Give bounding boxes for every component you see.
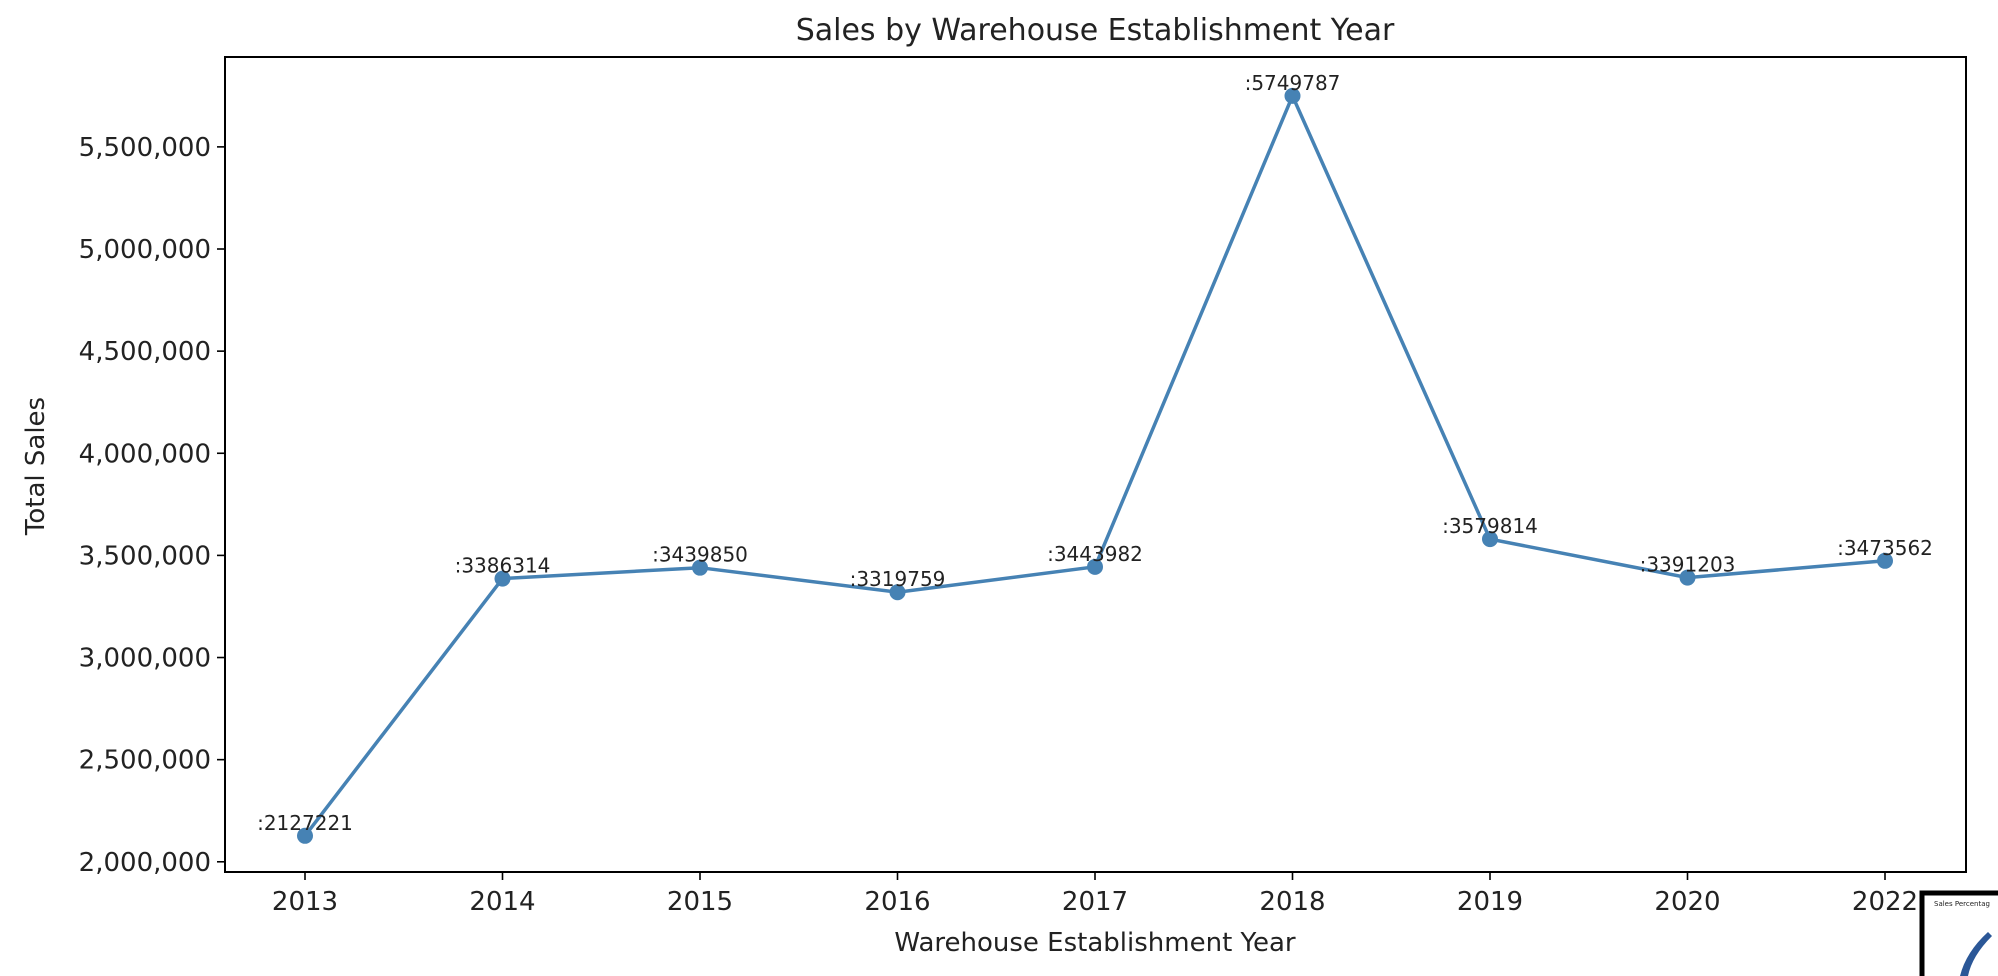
data-label: :3386314 [455,554,551,578]
x-tick-label: 2014 [469,887,535,917]
x-tick-label: 2015 [667,887,733,917]
data-point [1087,558,1103,575]
thumbnail-title: Sales Percentag [1934,900,1990,908]
y-tick-label: 3,000,000 [79,644,211,674]
x-tick-label: 2013 [272,887,338,917]
data-point [692,559,708,576]
plot-frame [224,56,1967,873]
x-tick-label: 2020 [1654,887,1720,917]
x-tick-label: 2022 [1852,887,1918,917]
data-point [1679,569,1696,586]
data-label: :3319759 [850,567,946,591]
y-axis-label: Total Sales [21,397,51,536]
data-point [1284,87,1301,104]
y-tick-label: 5,000,000 [79,235,211,265]
y-tick-label: 4,000,000 [79,439,211,469]
x-axis-label: Warehouse Establishment Year [894,928,1295,958]
y-tick-label: 3,500,000 [79,541,211,571]
data-label: :2127221 [257,811,353,835]
data-label: :3443982 [1047,542,1143,566]
data-label: :3473562 [1837,536,1933,560]
y-axis: 2,000,000 2,500,000 3,000,000 3,500,000 4,00… [79,133,225,878]
data-label: :3579814 [1442,514,1538,538]
x-tick-label: 2019 [1457,887,1523,917]
data-label: :5749787 [1245,71,1341,95]
data-point [1482,531,1498,548]
chart-title: Sales by Warehouse Establishment Year [796,13,1395,48]
y-tick-label: 2,500,000 [79,746,211,776]
overlay-thumbnail[interactable]: Sales Percentag [1919,890,1998,976]
thumbnail-chart-arc [1960,932,1992,976]
data-label: :3439850 [652,543,748,567]
y-tick-label: 2,000,000 [79,848,211,878]
data-point [297,827,313,844]
series-line [303,91,1886,837]
x-axis: 2013 2014 2015 2016 2017 2018 2019 2020 2022 [272,872,1918,917]
x-tick-label: 2018 [1259,887,1325,917]
data-point [494,570,511,587]
data-point [1877,552,1893,569]
data-labels: :2127221 :3386314 :3439850 :3319759 :3443982… [257,71,1933,835]
data-points [297,87,1893,844]
x-tick-label: 2016 [864,887,930,917]
y-tick-label: 4,500,000 [79,337,211,367]
data-label: :3391203 [1640,553,1736,577]
y-tick-label: 5,500,000 [79,133,211,163]
x-tick-label: 2017 [1062,887,1128,917]
data-point [889,584,906,601]
